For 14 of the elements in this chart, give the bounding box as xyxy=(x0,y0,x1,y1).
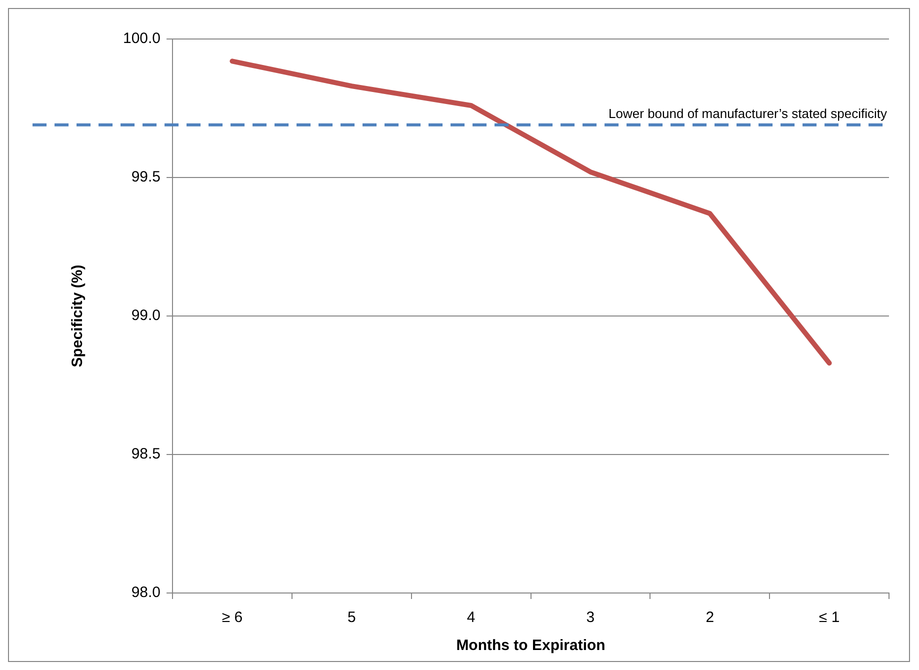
y-tick-label: 98.0 xyxy=(131,584,161,602)
x-tick-label: 5 xyxy=(347,609,356,626)
x-tick-label: 4 xyxy=(466,609,476,626)
y-axis-title: Specificity (%) xyxy=(69,264,86,368)
y-tick-label: 100.0 xyxy=(122,30,161,48)
ref-line-label: Lower bound of manufacturer’s stated specificity xyxy=(608,106,888,121)
x-tick-label: 2 xyxy=(706,609,714,626)
x-tick-label: ≤ 1 xyxy=(818,609,840,626)
x-tick-label: 3 xyxy=(586,609,595,626)
x-tick-label: ≥ 6 xyxy=(222,609,243,626)
y-tick-label: 99.5 xyxy=(131,168,161,186)
x-axis-title: Months to Expiration xyxy=(456,637,606,654)
y-tick-label: 98.5 xyxy=(131,446,161,463)
y-tick-label: 99.0 xyxy=(131,307,161,324)
